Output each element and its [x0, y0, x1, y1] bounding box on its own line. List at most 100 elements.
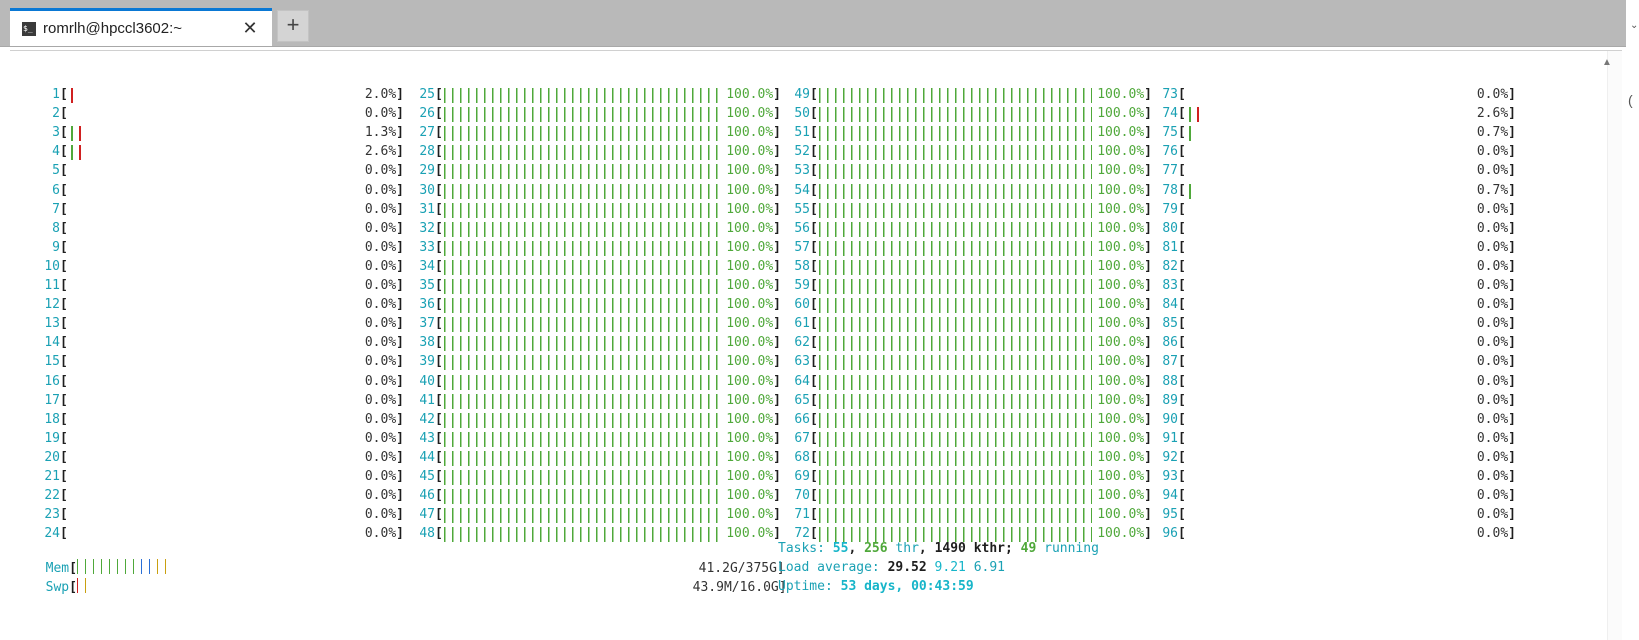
- threads-label: thr: [887, 541, 919, 556]
- cpu-usage-bar: [444, 142, 721, 162]
- cpu-usage-bar: [819, 181, 1092, 201]
- tasks-line: Tasks: 55, 256 thr, 1490 kthr; 49 runnin…: [778, 539, 1099, 559]
- cpu-meter-row: 95[0.0%]: [1154, 505, 1516, 525]
- mem-bar-segment: [92, 559, 95, 574]
- cpu-number: 95: [1162, 507, 1178, 523]
- cpu-usage-bar: [69, 123, 358, 143]
- cpu-number: 21: [44, 469, 60, 484]
- cpu-meter-row: 27[100.0%]: [411, 123, 781, 143]
- cpu-percent: 0.0%]: [364, 469, 404, 484]
- cpu-number: 28: [419, 144, 435, 160]
- bracket-open: [: [435, 182, 443, 198]
- cpu-number: 16: [44, 373, 60, 389]
- cpu-meter-row: 91[0.0%]: [1154, 429, 1516, 449]
- cpu-number: 81: [1162, 239, 1178, 255]
- bracket-open: [: [1178, 163, 1186, 179]
- cpu-number: 19: [44, 430, 60, 446]
- mem-bar: [76, 559, 173, 576]
- chevron-down-icon[interactable]: ⌄: [1630, 20, 1639, 31]
- terminal-viewport[interactable]: [10, 50, 1622, 640]
- cpu-meter-row: 74[2.6%]: [1154, 104, 1516, 124]
- cpu-percent: 100.0%]: [726, 449, 781, 465]
- tasks-sep: ,: [918, 541, 935, 556]
- cpu-usage-bar: [444, 352, 721, 372]
- cpu-usage-bar: [444, 391, 721, 411]
- cpu-usage-bar: [819, 314, 1092, 334]
- cpu-meter-row: 49[100.0%]: [786, 85, 1152, 105]
- bracket-open: [: [1178, 201, 1186, 217]
- cpu-percent: 100.0%]: [726, 297, 781, 313]
- cpu-percent: 100.0%]: [726, 526, 781, 542]
- cpu-usage-bar: [819, 257, 1092, 277]
- cpu-usage-bar: [1187, 410, 1470, 430]
- cpu-number: 27: [419, 125, 435, 141]
- cpu-usage-bar: [1187, 429, 1470, 449]
- cpu-percent: 100.0%]: [726, 144, 781, 160]
- cpu-usage-bar: [1187, 486, 1470, 506]
- cpu-usage-bar: [819, 142, 1092, 162]
- cpu-meter-row: 3[1.3%]: [22, 123, 404, 143]
- cpu-number: 34: [419, 258, 435, 274]
- cpu-usage-bar: [444, 219, 721, 239]
- cpu-meter-row: 42[100.0%]: [411, 410, 781, 430]
- bracket-open: [: [1178, 87, 1186, 102]
- bracket-open: [: [810, 354, 818, 370]
- scroll-up-icon[interactable]: ▲: [1602, 57, 1612, 68]
- bracket-open: [: [810, 469, 818, 484]
- cpu-usage-bar: [69, 410, 358, 430]
- cpu-usage-bar: [819, 372, 1092, 392]
- bracket-open: [: [810, 125, 818, 141]
- cpu-usage-bar: [444, 85, 721, 105]
- bracket-open: [: [60, 469, 68, 484]
- load-15min: 6.91: [973, 560, 1005, 575]
- cpu-meter-row: 33[100.0%]: [411, 238, 781, 258]
- uptime-label: Uptime:: [778, 579, 841, 594]
- cpu-percent: 0.7%]: [1476, 125, 1516, 141]
- cpu-usage-bar: [1187, 238, 1470, 258]
- cpu-percent: 100.0%]: [726, 163, 781, 179]
- cpu-percent: 100.0%]: [1097, 430, 1152, 446]
- cpu-usage-bar: [1187, 142, 1470, 162]
- cpu-number: 18: [44, 411, 60, 427]
- swp-bar-segment: [76, 578, 79, 593]
- cpu-meter-row: 57[100.0%]: [786, 238, 1152, 258]
- bracket-open: [: [1178, 373, 1186, 389]
- cpu-usage-bar: [69, 257, 358, 277]
- close-icon[interactable]: ✕: [242, 18, 258, 38]
- bracket-open: [: [60, 449, 68, 465]
- bracket-open: [: [1178, 144, 1186, 160]
- cpu-number: 83: [1162, 278, 1178, 293]
- cpu-number: 78: [1162, 182, 1178, 198]
- cpu-percent: 2.6%]: [1476, 106, 1516, 122]
- bracket-open: [: [435, 449, 443, 465]
- scrollbar[interactable]: [1607, 51, 1622, 640]
- tab-terminal[interactable]: $_ romrlh@hpccl3602:~ ✕: [10, 8, 272, 46]
- mem-value: 41.2G/375G]: [698, 561, 785, 576]
- bracket-open: [: [60, 278, 68, 293]
- cpu-usage-bar: [69, 276, 358, 296]
- cpu-usage-bar: [819, 295, 1092, 315]
- mem-label: Mem: [45, 561, 70, 576]
- cpu-meter-row: 51[100.0%]: [786, 123, 1152, 143]
- cpu-percent: 0.0%]: [364, 278, 404, 293]
- cpu-usage-bar: [444, 123, 721, 143]
- cpu-percent: 100.0%]: [726, 125, 781, 141]
- cpu-number: 44: [419, 449, 435, 465]
- cpu-number: 91: [1162, 430, 1178, 446]
- bracket-open: [: [810, 373, 818, 389]
- new-tab-button[interactable]: +: [277, 10, 309, 42]
- cpu-number: 96: [1162, 526, 1178, 542]
- mem-bar-segment: [100, 559, 103, 574]
- cpu-percent: 100.0%]: [1097, 258, 1152, 274]
- bracket-open: [: [60, 239, 68, 255]
- cpu-number: 68: [794, 449, 810, 465]
- cpu-percent: 0.0%]: [1476, 297, 1516, 313]
- cpu-usage-bar: [69, 85, 358, 105]
- cpu-usage-bar: [819, 352, 1092, 372]
- cpu-usage-bar: [1187, 505, 1470, 525]
- cpu-percent: 0.0%]: [1476, 144, 1516, 160]
- mem-bar-segment: [108, 559, 111, 574]
- cpu-percent: 100.0%]: [1097, 163, 1152, 179]
- cpu-usage-bar: [69, 314, 358, 334]
- cpu-percent: 0.0%]: [1476, 488, 1516, 504]
